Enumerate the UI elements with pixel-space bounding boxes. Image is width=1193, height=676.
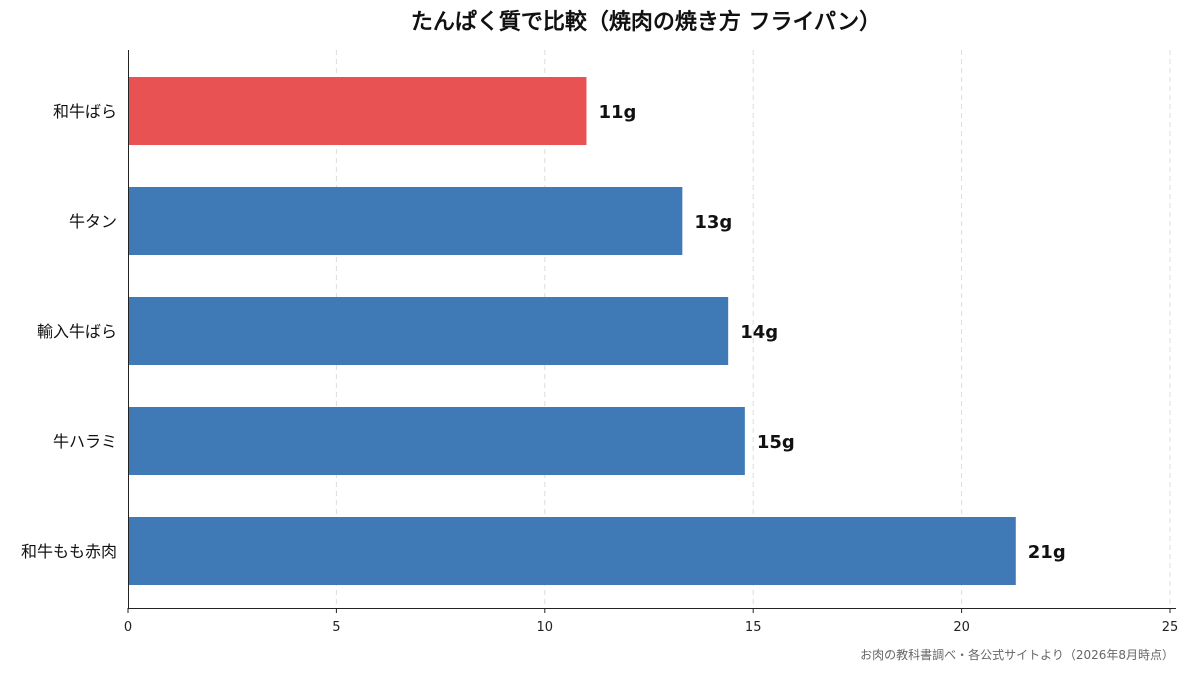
bar xyxy=(128,77,587,145)
x-tick-label: 25 xyxy=(1162,620,1179,635)
chart-title: たんぱく質で比較（焼肉の焼き方 フライパン） xyxy=(411,9,881,35)
x-tick-label: 15 xyxy=(745,620,762,635)
data-label: 21g xyxy=(1028,542,1066,563)
bar xyxy=(128,187,683,255)
category-label: 和牛もも赤肉 xyxy=(21,542,117,561)
x-tick-label: 5 xyxy=(332,620,340,635)
category-label: 牛ハラミ xyxy=(53,432,117,451)
data-label: 13g xyxy=(694,212,732,233)
x-tick-label: 10 xyxy=(537,620,554,635)
axes xyxy=(128,50,1176,609)
category-label: 輸入牛ばら xyxy=(37,322,117,341)
bar xyxy=(128,517,1016,585)
data-label: 14g xyxy=(740,322,778,343)
bar xyxy=(128,297,729,365)
x-tick-label: 0 xyxy=(124,620,132,635)
category-label: 和牛ばら xyxy=(53,102,117,121)
bar xyxy=(128,407,745,475)
data-label: 11g xyxy=(598,102,636,123)
category-label: 牛タン xyxy=(69,212,117,231)
data-label: 15g xyxy=(757,432,795,453)
x-tick-label: 20 xyxy=(953,620,970,635)
bars xyxy=(128,77,1016,585)
x-ticks: 0 5 10 15 20 25 xyxy=(124,608,1178,635)
source-note: お肉の教科書調べ・各公式サイトより（2026年8月時点） xyxy=(860,647,1174,662)
data-labels: 11g 13g 14g 15g 21g xyxy=(598,102,1065,563)
